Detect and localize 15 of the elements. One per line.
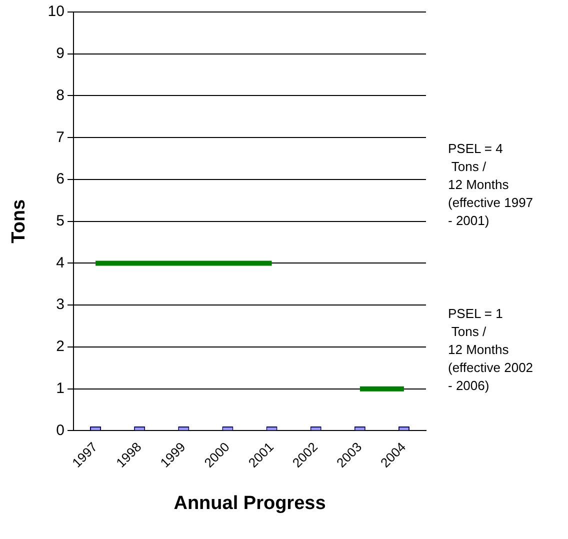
text: PSEL = 4 Tons / 12 Months (effective 1997 - 2001): [448, 140, 534, 230]
y-tick-label: 4: [56, 254, 64, 272]
y-tick-label: 1: [56, 380, 64, 397]
y-tick-label: 5: [56, 212, 64, 230]
y-tick-label: 8: [56, 86, 64, 104]
y-tick-label: 10: [48, 3, 64, 20]
y-tick-label: 7: [56, 128, 64, 146]
text: PSEL = 1 Tons / 12 Months (effective 2002 - 2006): [448, 305, 534, 395]
y-tick-label: 3: [56, 296, 64, 314]
y-axis-title: Tons: [8, 199, 30, 244]
y-tick-label: 0: [56, 422, 64, 439]
y-tick-label: 6: [56, 170, 64, 188]
y-tick-label: 9: [56, 45, 64, 62]
x-axis-title: Annual Progress: [174, 492, 326, 514]
y-tick-label: 2: [56, 338, 64, 356]
